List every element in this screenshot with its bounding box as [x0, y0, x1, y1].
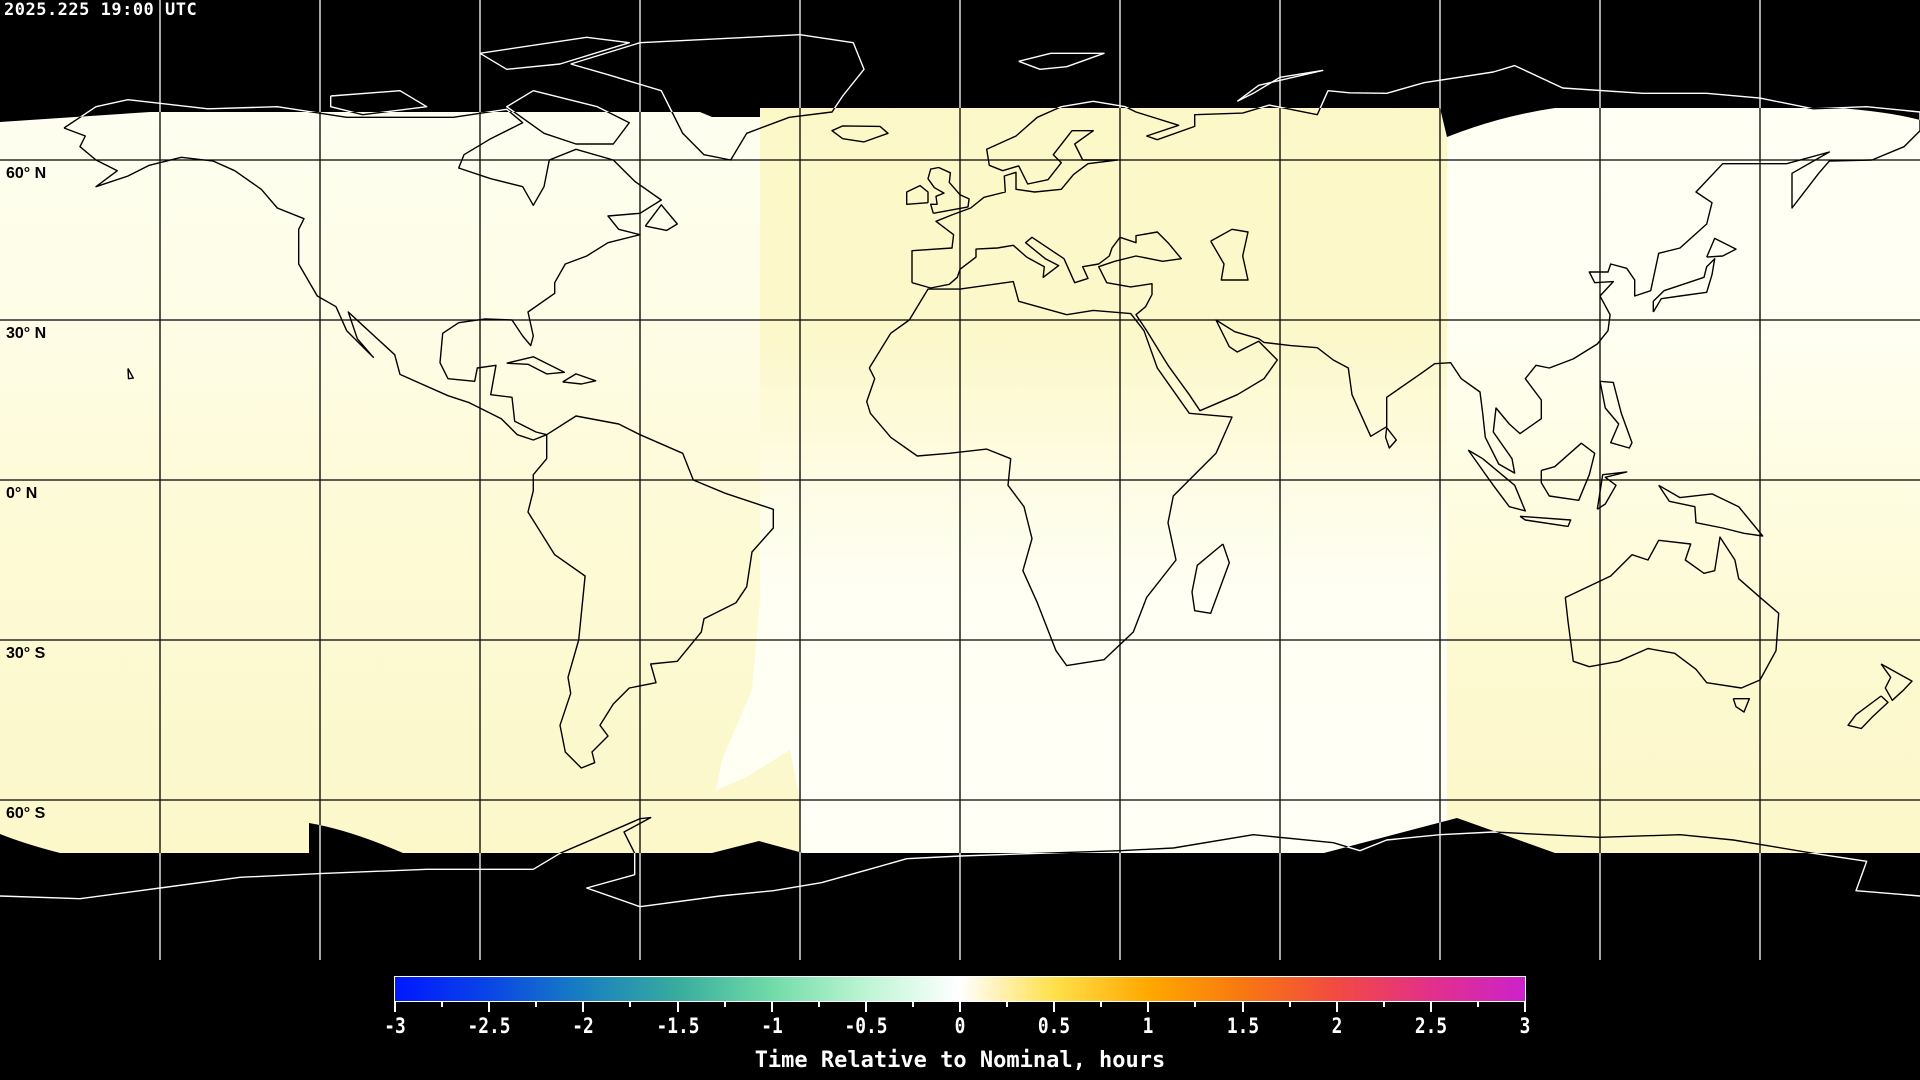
coastline-honshu — [1652, 258, 1716, 313]
colorbar-major-tick — [1335, 1002, 1338, 1012]
colorbar-minor-tick — [817, 1002, 820, 1007]
coastline-africa — [866, 280, 1233, 667]
coastline-new-zealand-south — [1847, 695, 1889, 730]
coastline-caspian-sea — [1210, 228, 1249, 281]
colorbar-major-tick — [1053, 1002, 1056, 1012]
colorbar-minor-tick — [911, 1002, 914, 1007]
coastline-south-america — [527, 415, 774, 769]
colorbar-tick-label: -1 — [760, 1014, 783, 1038]
colorbar-tick-label: 2 — [1331, 1014, 1343, 1038]
coastline-philippines — [1599, 380, 1633, 449]
colorbar-tick-label: -1.5 — [656, 1014, 699, 1038]
coastline-madagascar — [1191, 543, 1230, 614]
colorbar-major-tick — [959, 1002, 961, 1012]
coastline-great-britain — [927, 166, 970, 214]
coastline-sulawesi — [1596, 471, 1628, 510]
colorbar-major-tick — [1429, 1002, 1432, 1012]
coastline-svalbard — [1018, 52, 1105, 70]
graticule-polar — [0, 0, 1920, 960]
colorbar-tick-label: -3 — [384, 1014, 406, 1038]
coastline-australia — [1564, 536, 1780, 689]
colorbar-minor-tick — [441, 1002, 444, 1007]
lat-label-30s: 30° S — [6, 645, 46, 662]
lat-label-30n: 30° N — [6, 325, 47, 342]
colorbar-minor-tick — [1288, 1002, 1291, 1007]
colorbar-major-tick — [770, 1002, 773, 1012]
coastline-hawaii — [127, 368, 134, 380]
colorbar-major-tick — [1524, 1002, 1526, 1012]
coastline-tasmania — [1732, 698, 1750, 713]
coastline-new-zealand-north — [1880, 663, 1913, 701]
colorbar-major-tick — [394, 1002, 396, 1012]
coastline-iceland — [831, 125, 889, 143]
coastline-ireland — [906, 184, 929, 205]
colorbar-tick-label: 0.5 — [1038, 1014, 1071, 1038]
colorbar-major-tick — [488, 1002, 491, 1012]
coastline-sumatra — [1467, 449, 1526, 512]
coastline-hispaniola — [562, 373, 597, 385]
colorbar-minor-tick — [629, 1002, 632, 1007]
colorbar-minor-tick — [535, 1002, 538, 1007]
coastline-java — [1519, 515, 1572, 528]
coastline-baffin-island — [506, 90, 630, 145]
coastline-novaya-zemlya — [1236, 69, 1324, 102]
coastline-greenland — [570, 34, 865, 161]
colorbar-minor-tick — [1006, 1002, 1009, 1007]
coastline-north-america — [63, 99, 662, 441]
colorbar-tick-label: 2.5 — [1414, 1014, 1447, 1038]
colorbar-tick-label: -2.5 — [467, 1014, 511, 1038]
colorbar-minor-tick — [1382, 1002, 1385, 1007]
colorbar-minor-tick — [1100, 1002, 1103, 1007]
colorbar-tick-label: 3 — [1519, 1014, 1531, 1038]
lat-label-0n: 0° N — [6, 485, 38, 502]
coastline-cuba — [506, 356, 565, 375]
colorbar-major-tick — [864, 1002, 867, 1012]
colorbar-tick-label: -2 — [572, 1014, 595, 1038]
colorbar-tick-label: 0 — [954, 1014, 966, 1038]
timestamp: 2025.225 19:00 UTC — [4, 0, 198, 20]
colorbar-tick-label: 1 — [1142, 1014, 1154, 1038]
coastline-borneo — [1540, 442, 1596, 501]
coastline-ellesmere-island — [479, 36, 630, 70]
coastline-eurasia — [911, 64, 1920, 474]
coastlines-polar — [0, 34, 1920, 908]
colorbar-tick-label: 1.5 — [1226, 1014, 1259, 1038]
world-map — [0, 0, 1920, 960]
colorbar-minor-tick — [1476, 1002, 1479, 1007]
coastline-new-guinea — [1658, 484, 1764, 537]
coastline-antarctica — [0, 816, 1920, 908]
colorbar-major-tick — [582, 1002, 585, 1012]
lat-label-60n: 60° N — [6, 165, 47, 182]
colorbar-tick-label: -0.5 — [844, 1014, 888, 1038]
coastline-hokkaido — [1706, 237, 1737, 258]
colorbar-minor-tick — [723, 1002, 726, 1007]
coastline-victoria-island — [330, 90, 428, 116]
colorbar-major-tick — [676, 1002, 679, 1012]
coastline-sri-lanka — [1384, 427, 1397, 449]
colorbar-minor-tick — [1194, 1002, 1197, 1007]
coastline-newfoundland — [644, 204, 678, 232]
region-wedge — [716, 600, 806, 790]
colorbar-title: Time Relative to Nominal, hours — [754, 1048, 1166, 1073]
colorbar — [394, 976, 1526, 1002]
colorbar-major-tick — [1241, 1002, 1244, 1012]
colorbar-major-tick — [1147, 1002, 1150, 1012]
lat-label-60s: 60° S — [6, 805, 46, 822]
